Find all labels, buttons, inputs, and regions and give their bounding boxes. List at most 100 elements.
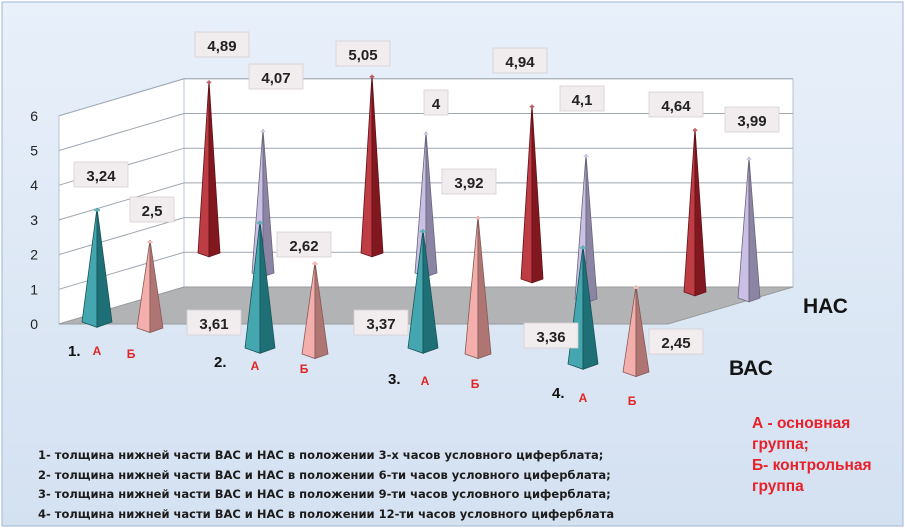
footnotes: 1- толщина нижней части ВАС и НАС в поло…	[38, 446, 614, 524]
value-label-box	[492, 47, 548, 74]
value-label: 3,92	[454, 175, 483, 192]
category-label: 1.	[68, 343, 81, 360]
group-label: Б	[628, 394, 637, 408]
category-label: 3.	[388, 371, 401, 388]
value-label-box	[724, 106, 780, 133]
gridline	[58, 113, 793, 151]
bar-group: 3,24	[73, 161, 129, 328]
bar-group: 2,62	[276, 231, 332, 360]
y-tick-label: 3	[30, 212, 38, 228]
bar-face-right	[422, 229, 439, 354]
bar-tip	[692, 129, 698, 132]
category-label: 4.	[552, 385, 565, 402]
value-label-box	[648, 91, 704, 118]
bar-group: 3,36	[523, 245, 599, 370]
bar-tip	[147, 240, 153, 244]
group-label: А	[93, 344, 102, 358]
footnote-1: 1- толщина нижней части ВАС и НАС в поло…	[38, 448, 604, 462]
bar-face-right	[371, 74, 384, 258]
bar-face-right	[96, 207, 113, 328]
footnote-3: 3- толщина нижней части ВАС и НАС в поло…	[38, 487, 611, 501]
value-label: 3,36	[536, 329, 565, 346]
y-tick-label: 0	[30, 316, 38, 332]
bar-face-right	[585, 154, 598, 304]
bar-group: 3,92	[441, 168, 497, 360]
bar-group: 3,99	[724, 106, 780, 303]
legend-a-line2: группа;	[752, 436, 809, 453]
bar-tip	[312, 262, 318, 266]
bar-tip	[369, 75, 375, 78]
y-tick-label: 2	[30, 247, 38, 263]
value-label: 4,89	[207, 38, 236, 55]
bar-tip	[256, 221, 264, 225]
y-tick-label: 1	[30, 281, 38, 297]
group-label: А	[421, 374, 430, 388]
bar-group: 4,07	[248, 63, 304, 278]
series-label-nas: НАС	[803, 295, 848, 318]
value-label: 2,62	[289, 238, 318, 255]
y-tick-label: 5	[30, 143, 38, 159]
bar-group: 3,37	[353, 229, 439, 354]
bar-group: 2,45	[622, 285, 704, 378]
bar-tip	[583, 155, 589, 158]
value-label: 4,64	[661, 98, 691, 115]
value-label-box	[523, 322, 579, 349]
value-label: 4,94	[505, 54, 535, 71]
bar-face-right	[149, 239, 164, 334]
bar-tip	[633, 286, 639, 290]
series-label-vas: ВАС	[729, 357, 773, 380]
bar-group: 4,64	[648, 91, 707, 297]
footnote-4: 4- толщина нижней части ВАС и НАС в поло…	[38, 506, 615, 521]
value-label: 3,99	[737, 113, 766, 130]
y-tick-label: 6	[30, 108, 38, 124]
value-label: 4,1	[572, 92, 593, 109]
bar-tip	[93, 208, 101, 212]
bar-group: 5,05	[335, 40, 391, 258]
value-label-box	[186, 309, 242, 336]
bar-tip	[260, 130, 266, 133]
bar-face-right	[582, 245, 599, 370]
bar-group: 2,5	[129, 196, 175, 334]
value-label-box	[248, 63, 304, 90]
bar-tip	[746, 158, 752, 161]
value-label-box	[129, 196, 175, 223]
bar-face-right	[314, 261, 329, 360]
value-label-box	[353, 309, 409, 336]
bar-face-right	[262, 129, 275, 278]
category-labels: 1. А Б 2. А Б 3. А Б 4. А Б	[68, 343, 637, 408]
bar-tip	[423, 132, 429, 135]
value-label-box	[441, 168, 497, 195]
bar-tip	[419, 229, 427, 233]
value-label: 5,05	[348, 47, 377, 64]
bar-tip	[206, 81, 212, 84]
gridline	[58, 182, 793, 221]
bar-tip	[475, 216, 481, 220]
value-label: 3,61	[199, 316, 228, 333]
value-label: 4,07	[261, 70, 290, 87]
value-label: 2,45	[661, 335, 690, 352]
category-label: 2.	[214, 354, 227, 371]
value-label: 3,24	[86, 168, 116, 185]
bar-face-right	[531, 104, 544, 284]
value-label-box	[423, 89, 449, 116]
value-label: 2,5	[142, 203, 163, 220]
gridline	[58, 78, 793, 117]
footnote-2: 2- толщина нижней части ВАС и НАС в поло…	[38, 467, 611, 482]
group-label: Б	[127, 347, 136, 361]
bar-group: 4,89	[194, 31, 250, 258]
value-label: 4	[432, 96, 441, 113]
bar-face-right	[259, 220, 276, 354]
group-label: А	[251, 359, 260, 373]
group-label: Б	[471, 377, 480, 391]
bar-face-right	[208, 80, 221, 258]
group-label: Б	[300, 362, 309, 376]
value-label-box	[559, 85, 605, 112]
group-legend: А - основная группа; Б- контрольная груп…	[752, 413, 902, 497]
legend-b-line1: Б- контрольная	[752, 457, 872, 474]
value-label: 3,37	[366, 316, 395, 333]
bar-group: 3,61	[186, 220, 276, 354]
bar-face-right	[425, 131, 438, 278]
series-nas: 4,89 4,07 5,05 4 4,94 4,1 4,64 3,99	[194, 31, 780, 304]
